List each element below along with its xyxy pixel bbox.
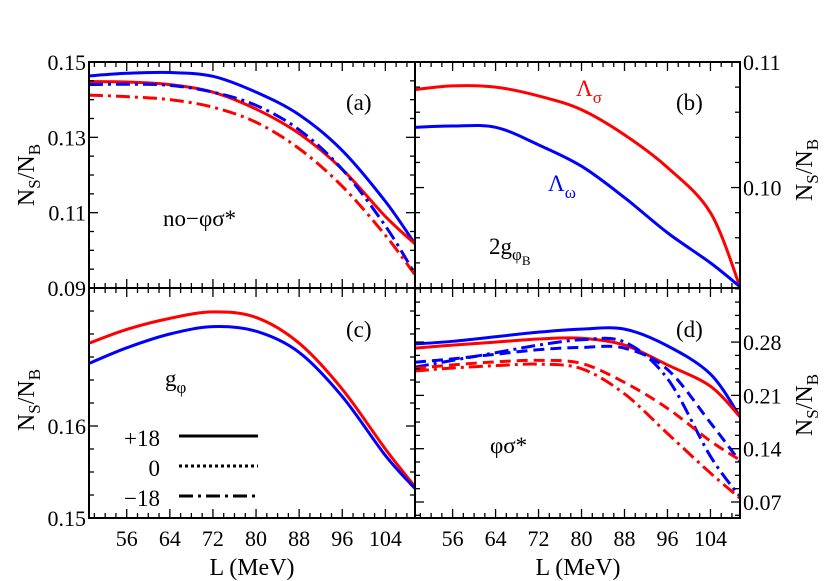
ylabel-c: NS/NB xyxy=(14,369,44,431)
series-line-blue-solid xyxy=(89,325,415,490)
x-tick-label: 80 xyxy=(245,526,267,551)
legend-label-minus18: −18 xyxy=(124,486,160,511)
y-tick-label: 0.11 xyxy=(743,50,781,75)
annotation-g-phi: gφ xyxy=(165,366,187,397)
x-tick-label: 72 xyxy=(202,526,224,551)
series-line-blue-dashed xyxy=(415,344,740,463)
annotation-g: g xyxy=(165,366,177,391)
panel-frame xyxy=(414,287,741,519)
y-tick-label: 0.11 xyxy=(48,201,86,226)
series-line-blue-solid xyxy=(415,123,740,288)
series-line-blue-dash-dot xyxy=(89,82,415,275)
series-line-red-solid xyxy=(89,310,415,488)
legend: +18 0 −18 xyxy=(124,426,258,511)
series-line-red-solid xyxy=(89,80,415,246)
y-tick-label: 0.16 xyxy=(48,414,87,439)
panel-label-c: (c) xyxy=(346,317,372,342)
legend-label-0: 0 xyxy=(149,456,161,481)
y-tick-label: 0.15 xyxy=(48,506,87,531)
series-line-red-solid xyxy=(415,84,740,288)
series-line-red-solid xyxy=(415,336,740,418)
x-tick-label: 64 xyxy=(485,526,507,551)
label-lambda-omega-main: Λ xyxy=(548,171,565,196)
annotation-2g: 2g xyxy=(489,234,513,259)
annotation-2g-phi-b: 2gφB xyxy=(489,234,531,268)
ylabel-d: NS/NB xyxy=(792,374,822,436)
label-lambda-sigma-sub: σ xyxy=(593,88,602,107)
x-tick-label: 104 xyxy=(369,526,402,551)
label-lambda-omega-sub: ω xyxy=(565,183,576,202)
series-line-red-dash-dot xyxy=(415,362,740,500)
series-line-blue-dash-dot xyxy=(415,336,740,498)
label-lambda-sigma-main: Λ xyxy=(576,76,593,101)
y-tick-label: 0.14 xyxy=(743,437,782,462)
series-line-blue-solid xyxy=(89,70,415,245)
annotation-phi-sub: φ xyxy=(177,378,187,397)
y-tick-label: 0.15 xyxy=(48,50,87,75)
panel-label-b: (b) xyxy=(676,90,703,115)
x-tick-label: 88 xyxy=(288,526,310,551)
label-lambda-sigma: Λσ xyxy=(576,76,602,107)
x-tick-label: 88 xyxy=(614,526,636,551)
series-line-blue-solid xyxy=(415,326,740,418)
x-tick-label: 104 xyxy=(694,526,727,551)
ylabel-b: NS/NB xyxy=(792,139,822,201)
y-tick-label: 0.10 xyxy=(743,176,782,201)
annotation-phi-sub: φ xyxy=(512,245,522,264)
x-tick-label: 64 xyxy=(159,526,181,551)
xlabel-c: L (MeV) xyxy=(209,555,294,581)
x-tick-label: 96 xyxy=(331,526,353,551)
x-tick-label: 80 xyxy=(571,526,593,551)
ylabel-a: NS/NB xyxy=(14,144,44,206)
label-lambda-omega: Λω xyxy=(548,171,576,202)
x-tick-label: 56 xyxy=(442,526,464,551)
y-tick-label: 0.28 xyxy=(743,330,782,355)
panel-label-d: (d) xyxy=(676,317,703,342)
panel-label-a: (a) xyxy=(346,90,372,115)
x-tick-label: 56 xyxy=(116,526,138,551)
annotation-no-phi-sigma: no−φσ* xyxy=(163,206,236,231)
x-tick-label: 72 xyxy=(528,526,550,551)
series-line-red-dash-dot xyxy=(89,93,415,276)
y-tick-label: 0.21 xyxy=(743,383,782,408)
annotation-b-subsub: B xyxy=(522,253,531,268)
annotation-phi-sigma: φσ* xyxy=(490,433,527,458)
xlabel-d: L (MeV) xyxy=(535,555,620,581)
y-tick-label: 0.09 xyxy=(48,276,87,301)
y-tick-label: 0.07 xyxy=(743,490,782,515)
y-tick-label: 0.13 xyxy=(48,125,87,150)
legend-label-plus18: +18 xyxy=(124,426,160,451)
x-tick-label: 96 xyxy=(656,526,678,551)
plot-layer: 0.09 0.11 0.13 0.15 0.10 0.11 56 64 72 80 88 96 104 0… xyxy=(48,50,782,551)
